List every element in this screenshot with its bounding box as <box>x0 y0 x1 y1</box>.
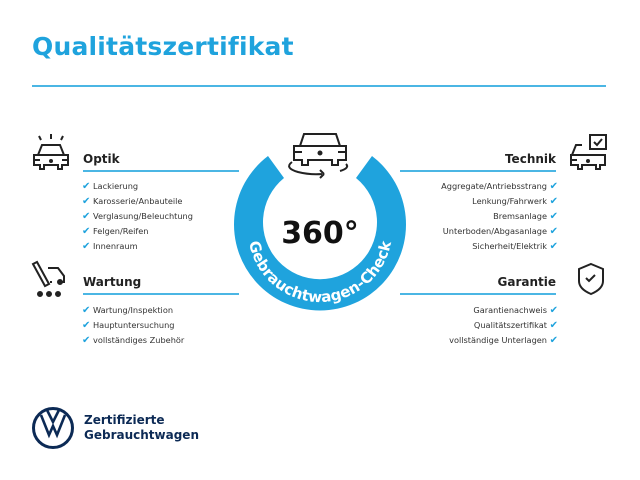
list-item: Sicherheit/Elektrik ✔ <box>472 241 558 252</box>
car-rotate-icon <box>288 133 349 179</box>
check-icon: ✔ <box>82 320 91 331</box>
vw-logo <box>32 407 74 449</box>
wartung-divider <box>83 293 239 295</box>
service-truck-icon <box>31 260 65 297</box>
page-title: Qualitätszertifikat <box>32 32 294 61</box>
ring-arc <box>234 156 407 311</box>
list-item: ✔ Hauptuntersuchung <box>82 320 175 331</box>
check-icon: ✔ <box>549 181 558 192</box>
shield-check-icon <box>578 262 604 296</box>
car-lights-icon <box>33 134 69 170</box>
list-item: ✔ Lackierung <box>82 181 139 192</box>
list-item: Lenkung/Fahrwerk ✔ <box>472 196 558 207</box>
check-icon: ✔ <box>82 226 91 237</box>
optik-divider <box>83 170 239 172</box>
optik-list: ✔ Lackierung ✔ Karosserie/Anbauteile ✔ V… <box>82 179 193 254</box>
list-item: ✔ Karosserie/Anbauteile <box>82 196 183 207</box>
check-icon: ✔ <box>549 196 558 207</box>
technik-divider <box>400 170 556 172</box>
check-icon: ✔ <box>82 196 91 207</box>
check-icon: ✔ <box>82 211 91 222</box>
check-icon: ✔ <box>82 181 91 192</box>
list-item: Bremsanlage ✔ <box>493 211 558 222</box>
list-item: ✔ Wartung/Inspektion <box>82 305 174 316</box>
wartung-list: ✔ Wartung/Inspektion ✔ Hauptuntersuchung… <box>82 303 184 348</box>
number-360: 360° <box>281 216 359 251</box>
brand-name: Zertifizierte Gebrauchtwagen <box>84 413 199 443</box>
car-checkbox-icon <box>570 134 607 170</box>
check-icon: ✔ <box>549 241 558 252</box>
check-icon: ✔ <box>549 305 558 316</box>
check-icon: ✔ <box>549 335 558 346</box>
wartung-title: Wartung <box>83 275 142 289</box>
check-icon: ✔ <box>549 320 558 331</box>
technik-title: Technik <box>504 152 556 166</box>
technik-list: Aggregate/Antriebsstrang ✔ Lenkung/Fahrw… <box>441 179 558 254</box>
brand-line-1: Zertifizierte <box>84 413 165 427</box>
list-item: vollständige Unterlagen ✔ <box>449 335 558 346</box>
list-item: ✔ Innenraum <box>82 241 138 252</box>
garantie-list: Garantienachweis ✔ Qualitätszertifikat ✔… <box>449 303 558 348</box>
check-icon: ✔ <box>549 211 558 222</box>
list-item: ✔ vollständiges Zubehör <box>82 335 185 346</box>
list-item: Unterboden/Abgasanlage ✔ <box>442 226 558 237</box>
optik-title: Optik <box>83 152 120 166</box>
list-item: Garantienachweis ✔ <box>473 305 558 316</box>
check-icon: ✔ <box>82 335 91 346</box>
check-icon: ✔ <box>549 226 558 237</box>
check-360-badge: Gebrauchtwagen-Check 360° <box>234 133 407 311</box>
garantie-title: Garantie <box>497 275 557 289</box>
list-item: Qualitätszertifikat ✔ <box>473 320 558 331</box>
list-item: Aggregate/Antriebsstrang ✔ <box>441 181 558 192</box>
check-icon: ✔ <box>82 305 91 316</box>
garantie-divider <box>400 293 556 295</box>
check-icon: ✔ <box>82 241 91 252</box>
brand-line-2: Gebrauchtwagen <box>84 428 199 442</box>
title-divider <box>32 85 606 87</box>
list-item: ✔ Felgen/Reifen <box>82 226 149 237</box>
list-item: ✔ Verglasung/Beleuchtung <box>82 211 193 222</box>
